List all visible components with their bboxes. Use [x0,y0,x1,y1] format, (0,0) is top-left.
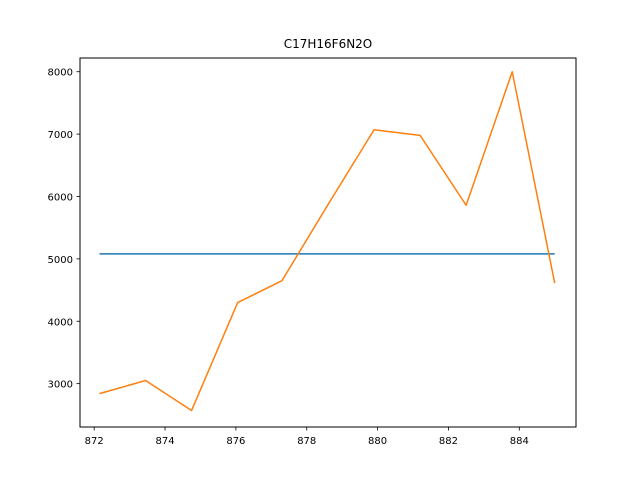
x-axis: 872 874 876 878 880 882 884 [85,427,529,447]
y-tick-label: 5000 [48,255,73,266]
x-tick-label: 874 [155,436,174,447]
x-tick-label: 882 [439,436,458,447]
series-layer [99,70,556,412]
y-tick-label: 4000 [48,317,73,328]
x-tick-label: 872 [85,436,104,447]
y-tick-label: 8000 [48,68,73,79]
x-tick-label: 876 [226,436,245,447]
y-axis: 3000 4000 5000 6000 7000 8000 [48,68,80,391]
y-tick-label: 7000 [48,130,73,141]
x-tick-label: 878 [297,436,316,447]
series-line-2 [99,70,556,412]
x-tick-label: 884 [510,436,529,447]
y-tick-label: 6000 [48,192,73,203]
chart-title: C17H16F6N2O [284,37,373,51]
x-tick-label: 880 [368,436,387,447]
plot-frame [79,57,577,428]
y-tick-label: 3000 [48,380,73,391]
